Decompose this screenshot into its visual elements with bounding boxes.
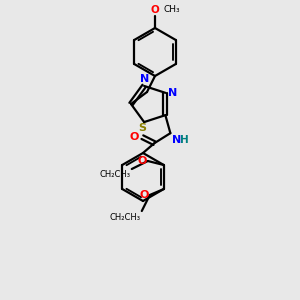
Text: N: N xyxy=(172,135,182,145)
Text: O: O xyxy=(140,190,149,200)
Text: N: N xyxy=(140,74,149,84)
Text: N: N xyxy=(168,88,178,98)
Text: O: O xyxy=(130,132,140,142)
Text: CH₂CH₃: CH₂CH₃ xyxy=(110,213,141,222)
Text: H: H xyxy=(180,135,189,145)
Text: CH₂CH₃: CH₂CH₃ xyxy=(100,170,131,179)
Text: O: O xyxy=(137,156,147,166)
Text: CH₃: CH₃ xyxy=(163,5,180,14)
Text: O: O xyxy=(151,5,159,15)
Text: S: S xyxy=(138,123,146,133)
